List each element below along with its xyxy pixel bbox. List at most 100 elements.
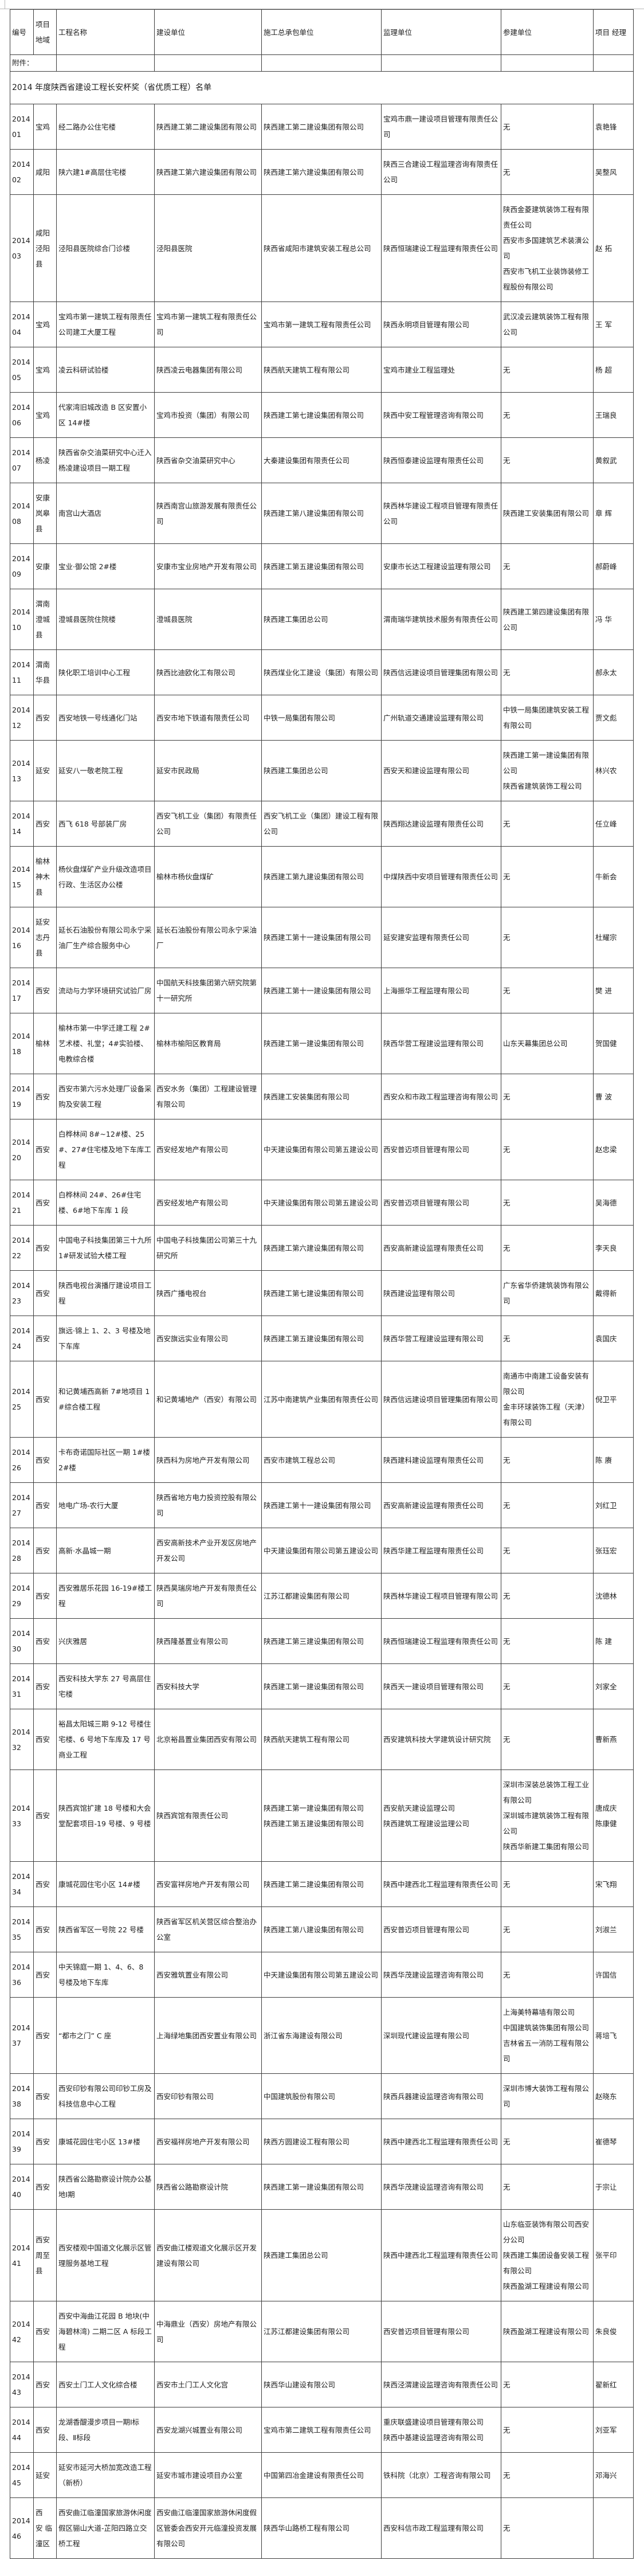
empty-cell [261, 54, 382, 72]
table-row: 201404 宝鸡 宝鸡市第一建筑工程有限责任公司建工大厦工程 宝鸡市第一建筑工程有限… [10, 302, 634, 347]
cell-builder: 和记黄埔地产（西安）有限公司 [154, 1361, 262, 1438]
cell-manager: 邓海兴 [593, 2452, 634, 2498]
cell-contractor: 浙江省东海建设有限公司 [261, 1997, 382, 2074]
cell-manager: 刘淑兰 [593, 1906, 634, 1952]
cell-contractor: 陕西建工第七建设集团有限公司 [261, 1270, 382, 1316]
table-row: 201444 西安 龙湖香醍漫步项目一期Ⅰ标段、Ⅱ标段 西安龙湖兴城置业有限公司 宝鸡市… [10, 2407, 634, 2453]
cell-contractor: 中国第四冶金建设有限责任公司 [261, 2452, 382, 2498]
cell-region: 杨凌 [33, 437, 57, 483]
cell-contractor: 大秦建设集团有限责任公司 [261, 437, 382, 483]
cell-project: 高新·水晶城一期 [56, 1528, 155, 1573]
cell-contractor: 陕西华山路桥工程有限公司 [261, 2497, 382, 2559]
cell-builder: 陕西省公路勘察设计院 [154, 2164, 262, 2210]
cell-id: 201407 [10, 437, 34, 483]
header-region: 项目 地域 [33, 9, 57, 55]
cell-project: 陕化职工培训中心工程 [56, 649, 155, 695]
table-row: 201408 安康 岚皋 县南宫山大酒店 陕西南宫山旅游发展有限责任公司 陕西建工第八… [10, 483, 634, 544]
cell-manager: 宋飞翔 [593, 1861, 634, 1907]
cell-project: 榆林市第一中学迁建工程 2#艺术楼、礼堂；4#实验楼、电教综合楼 [56, 1013, 155, 1074]
table-row: 201405 宝鸡 凌云科研试验楼 陕西凌云电器集团有限公司 陕西航天建筑工程有限公司宝… [10, 347, 634, 393]
cell-manager: 王 军 [593, 302, 634, 347]
table-row: 201401 宝鸡 经二路办公住宅楼 陕西建工第二建设集团有限公司 陕西建工第二建设集团… [10, 104, 634, 150]
cell-region: 安康 岚皋 县 [33, 483, 57, 544]
cell-contractor: 西安市建筑工程总公司 [261, 1437, 382, 1483]
cell-region: 西安 [33, 1270, 57, 1316]
cell-participants: 无 [501, 347, 594, 393]
cell-manager: 陈 赓 [593, 1437, 634, 1483]
cell-participants: 无 [501, 104, 594, 150]
cell-project: 宝鸡市第一建筑工程有限责任公司建工大厦工程 [56, 302, 155, 347]
cell-participants: 陕西建工第一建设集团有限公司 陕西省建筑装饰工程公司 [501, 740, 594, 801]
cell-participants: 山东临亚装饰有限公司西安分公司 陕西建工集团设备安装工程有限公司 陕西盈湖工程建… [501, 2209, 594, 2301]
cell-supervisor: 陕西林华建设工程项目管理有限责任公司 [381, 483, 501, 544]
cell-manager: 贺国健 [593, 1013, 634, 1074]
cell-manager: 郝永太 [593, 649, 634, 695]
cell-contractor: 陕西建工第九建设集团有限公司 [261, 846, 382, 907]
cell-participants: 无 [501, 149, 594, 195]
cell-id: 201402 [10, 149, 34, 195]
cell-supervisor: 宝鸡市建业工程监理处 [381, 347, 501, 393]
cell-id: 201428 [10, 1528, 34, 1573]
cell-region: 宝鸡 [33, 392, 57, 438]
cell-region: 西安 [33, 1361, 57, 1438]
cell-region: 西安 [33, 1180, 57, 1226]
cell-supervisor: 安康市长达工程建设监理有限公司 [381, 543, 501, 589]
cell-participants: 无 [501, 1952, 594, 1998]
table-row: 201417 西安 流动与力学环境研究试验厂房 中国航天科技集团第六研究院第十一研究所… [10, 968, 634, 1013]
cell-builder: 西安印钞有限公司 [154, 2073, 262, 2119]
cell-manager: 王瑞良 [593, 392, 634, 438]
cell-supervisor: 渭南瑞华建筑技术服务有限责任公司 [381, 589, 501, 650]
cell-supervisor: 宝鸡市鼎一建设项目管理有限责任公司 [381, 104, 501, 150]
cell-region: 西安 [33, 1709, 57, 1770]
cell-id: 201422 [10, 1225, 34, 1271]
cell-participants: 南通市中南建工设备安装有限公司 金丰环球装饰工程（天津）有限公司 [501, 1361, 594, 1438]
cell-project: 延长石油股份有限公司永宁采油厂生产综合服务中心 [56, 907, 155, 968]
cell-project: 杨伙盘煤矿产业升级改造项目行政、生活区办公楼 [56, 846, 155, 907]
cell-id: 201405 [10, 347, 34, 393]
table-row: 201423 西安 陕西电视台演播厅建设项目工程 陕西广播电视台 陕西建工第七建设集团有… [10, 1270, 634, 1316]
header-project: 工程名称 [56, 9, 155, 55]
cell-supervisor: 中煤陕西中安项目管理有限责任公司 [381, 846, 501, 907]
cell-supervisor: 西安航天建设监理公司 陕西建筑工程建设监理公司 [381, 1769, 501, 1862]
cell-participants: 无 [501, 968, 594, 1013]
cell-id: 201426 [10, 1437, 34, 1483]
cell-region: 安康 [33, 543, 57, 589]
cell-supervisor: 西安众和市政工程监理咨询有限公司 [381, 1074, 501, 1119]
cell-contractor: 宝鸡市第二建筑工程有限责任公司 [261, 2407, 382, 2453]
cell-id: 201445 [10, 2452, 34, 2498]
table-row: 201439 西安 康城花园住宅小区 13#楼 西安福祥房地产开发有限公司 陕西方圆建设… [10, 2119, 634, 2164]
cell-region: 西安 [33, 1119, 57, 1180]
cell-supervisor: 陕西华建工程监理有限责任公司 [381, 1528, 501, 1573]
cell-participants: 无 [501, 1709, 594, 1770]
cell-contractor: 陕西建工第十一建设集团有限公司 [261, 907, 382, 968]
table-row: 201413 延安 延安八一敬老院工程 延安市民政局 陕西建工集团总公司 西安天和建设监理… [10, 740, 634, 801]
cell-contractor: 陕西建工第二建设集团有限公司 [261, 1861, 382, 1907]
cell-builder: 西安龙湖兴城置业有限公司 [154, 2407, 262, 2453]
cell-manager [593, 2497, 634, 2559]
table-row: 201433 西安 陕西宾馆扩建 18 号楼和大会堂配套项目-19 号楼、9 号楼陕… [10, 1769, 634, 1862]
cell-manager: 赵忠梁 [593, 1119, 634, 1180]
cell-id: 201431 [10, 1663, 34, 1709]
cell-id: 201418 [10, 1013, 34, 1074]
cell-manager: 任立峰 [593, 801, 634, 847]
cell-builder: 西安水务（集团）工程建设管理有限公司 [154, 1074, 262, 1119]
cell-supervisor: 陕西中建西北工程监理有限责任公司 [381, 2119, 501, 2164]
cell-manager: 陈 建 [593, 1618, 634, 1664]
cell-id: 201408 [10, 483, 34, 544]
cell-region: 榆林 [33, 1013, 57, 1074]
cell-id: 201429 [10, 1573, 34, 1619]
table-row: 201445 延安 延安市延河大桥加宽改造工程（新桥） 延安市城市建设项目办公室 中国第… [10, 2452, 634, 2498]
cell-manager: 倪卫平 [593, 1361, 634, 1438]
cell-manager: 袁艳锋 [593, 104, 634, 150]
cell-builder: 安康市宝业房地产开发有限公司 [154, 543, 262, 589]
cell-manager: 杨 超 [593, 347, 634, 393]
cell-builder: 澄城县医院 [154, 589, 262, 650]
cell-project: 裕昌太阳城三期 9-12 号楼住宅楼、6 号地下车库及 17 号商业工程 [56, 1709, 155, 1770]
cell-builder: 西安飞机工业（集团）有限责任公司 [154, 801, 262, 847]
cell-region: 渭南 华县 [33, 649, 57, 695]
cell-supervisor: 陕西泾渭建设监理咨询有限责任公司 [381, 2362, 501, 2407]
cell-participants: 无 [501, 1618, 594, 1664]
cell-project: 宝业·御公馆 2#楼 [56, 543, 155, 589]
cell-supervisor: 西安普迈项目管理有限公司 [381, 1180, 501, 1226]
table-row: 201434 西安 康城花园住宅小区 14#楼 西安富祥房地产开发有限公司 陕西建工第二… [10, 1861, 634, 1907]
